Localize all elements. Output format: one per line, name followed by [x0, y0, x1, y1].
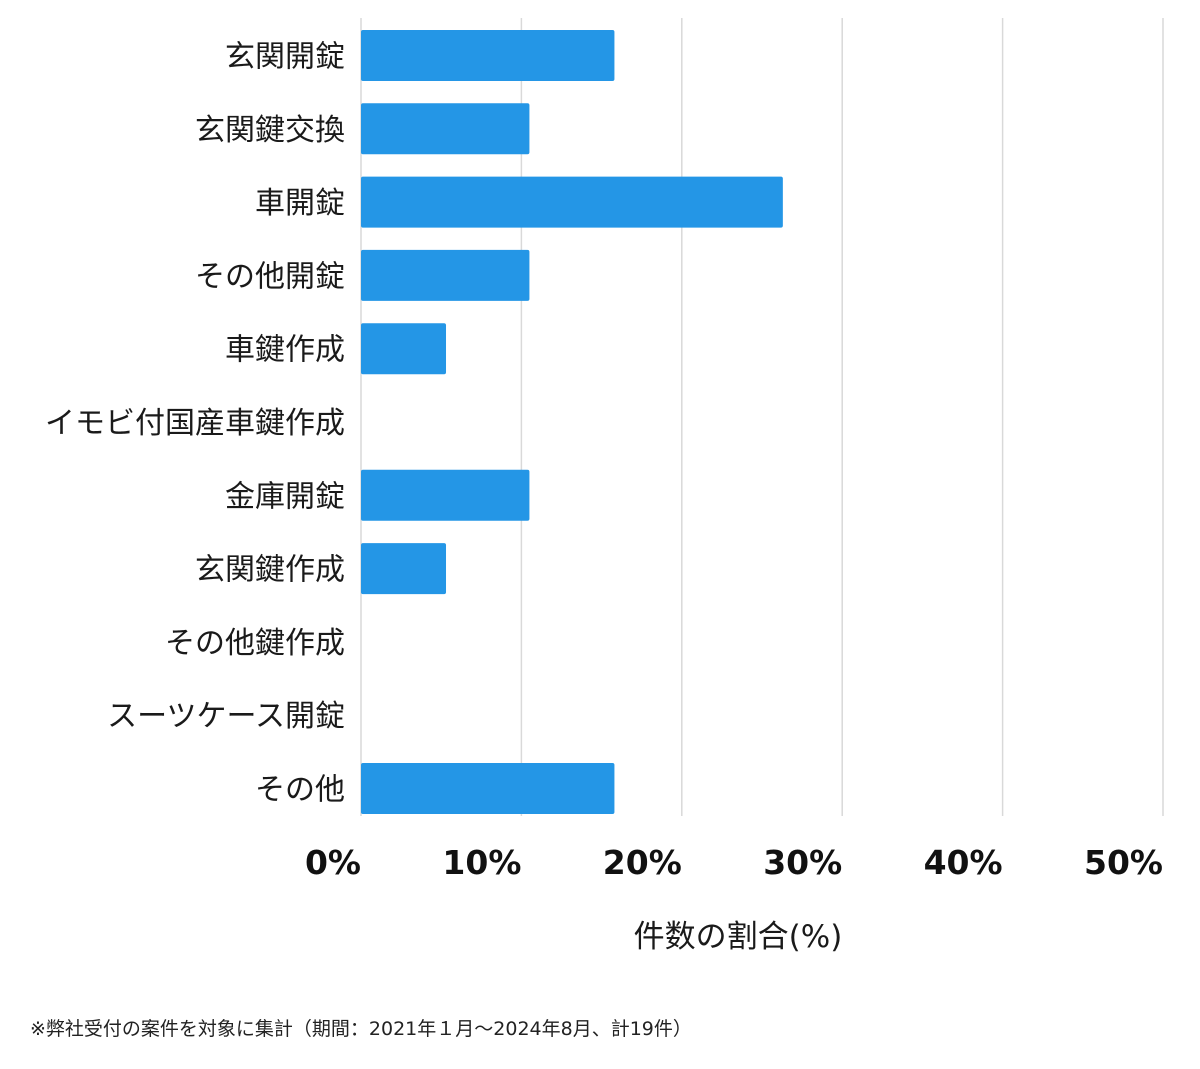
category-label: 玄関開錠: [225, 40, 345, 75]
x-tick-labels: 0% 10% 20% 30% 40% 50%: [305, 843, 1163, 882]
bar-8: [361, 543, 447, 595]
bar-5: [361, 323, 447, 375]
footnote: ※弊社受付の案件を対象に集計（期間：2021年１月〜2024年8月、計19件）: [30, 1018, 692, 1040]
category-label: その他鍵作成: [165, 626, 345, 661]
x-tick-label: 20%: [603, 843, 682, 882]
x-tick-label: 0%: [305, 843, 361, 882]
category-label: 金庫開錠: [225, 479, 345, 514]
x-tick-label: 40%: [924, 843, 1003, 882]
bar-7: [361, 469, 530, 521]
bar-chart: 玄関開錠玄関鍵交換車開錠その他開錠車鍵作成イモビ付国産車鍵作成金庫開錠玄関鍵作成…: [45, 18, 1164, 955]
category-label: その他: [255, 773, 345, 808]
x-tick-label: 10%: [442, 843, 521, 882]
category-label: スーツケース開錠: [107, 699, 345, 734]
category-label: 玄関鍵作成: [195, 553, 345, 588]
category-label: その他開錠: [195, 259, 345, 294]
bar-3: [361, 176, 783, 228]
x-tick-label: 50%: [1084, 843, 1163, 882]
bar-4: [361, 249, 530, 301]
category-label: 車開錠: [255, 186, 345, 221]
bar-1: [361, 30, 615, 81]
bar-11: [361, 763, 615, 814]
category-label: イモビ付国産車鍵作成: [45, 406, 345, 441]
category-label: 車鍵作成: [225, 333, 345, 368]
x-tick-label: 30%: [763, 843, 842, 882]
bars: [361, 30, 783, 814]
bar-2: [361, 103, 530, 155]
x-axis-title: 件数の割合(%): [634, 919, 843, 955]
category-label: 玄関鍵交換: [195, 113, 345, 148]
category-labels: 玄関開錠玄関鍵交換車開錠その他開錠車鍵作成イモビ付国産車鍵作成金庫開錠玄関鍵作成…: [45, 40, 345, 808]
